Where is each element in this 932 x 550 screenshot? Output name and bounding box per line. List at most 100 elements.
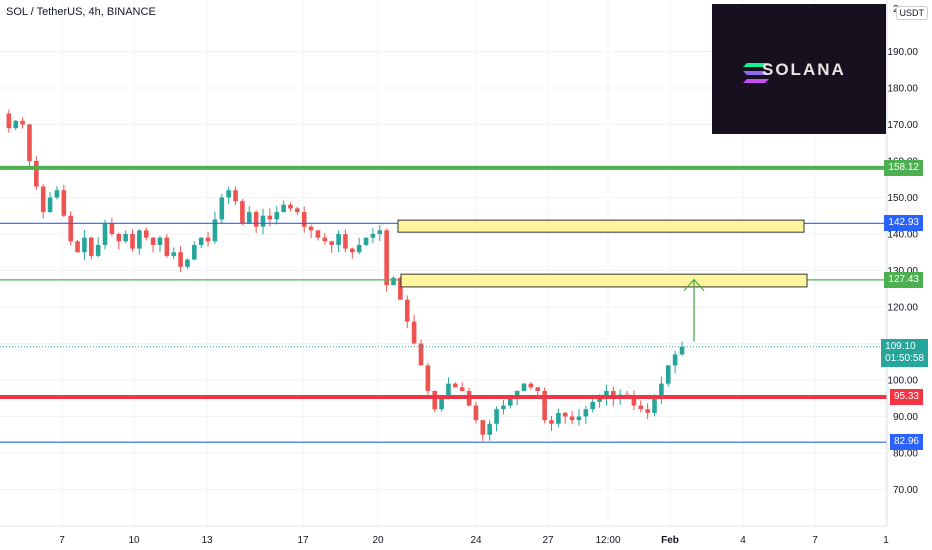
target-arrow xyxy=(683,278,705,342)
lower-blue-price-tag[interactable]: 82.96 xyxy=(889,434,923,451)
candle-body xyxy=(562,412,568,417)
candle-body xyxy=(27,124,32,161)
candle-body xyxy=(569,416,575,421)
candle-body xyxy=(391,277,396,286)
candle-body xyxy=(576,416,582,421)
current-price-tag[interactable]: 109.10 01:50:58 xyxy=(881,338,928,367)
upper-blue-price-tag[interactable]: 142.93 xyxy=(884,215,923,232)
candle-body xyxy=(659,383,664,399)
grid-lines xyxy=(0,0,887,526)
candle-body xyxy=(329,241,334,245)
price-tick-label: 180.00 xyxy=(887,84,918,95)
mid-green-price-tag[interactable]: 127.43 xyxy=(884,271,923,288)
candle-body xyxy=(432,390,438,410)
candle-body xyxy=(185,259,190,267)
time-tick-label: 13 xyxy=(201,535,213,546)
candle-body xyxy=(40,186,46,213)
candle-body xyxy=(192,244,197,260)
candle-body xyxy=(473,405,479,421)
price-tick-label: 100.00 xyxy=(887,376,918,387)
candle-body xyxy=(542,390,547,421)
time-tick-label: 4 xyxy=(740,535,746,546)
supply-zone-box[interactable] xyxy=(400,273,808,288)
candle-body xyxy=(34,161,39,187)
candle-body xyxy=(301,212,307,227)
price-tick-label: 140.00 xyxy=(887,230,918,241)
candle-body xyxy=(295,208,300,213)
supply-zones xyxy=(397,219,808,288)
candle-body xyxy=(246,212,252,224)
candle-body xyxy=(535,387,541,391)
candle-body xyxy=(411,321,417,344)
candle-body xyxy=(308,226,314,231)
candle-body xyxy=(528,383,534,388)
arrow-head[interactable] xyxy=(683,278,705,292)
candle-body xyxy=(638,405,644,410)
candle-body xyxy=(487,423,492,435)
time-tick-label: 20 xyxy=(372,535,384,546)
candle-body xyxy=(82,237,87,253)
resistance-price-tag[interactable]: 158.12 xyxy=(884,159,923,176)
candle-body xyxy=(205,237,211,242)
candle-body xyxy=(343,234,348,249)
time-tick-label: 17 xyxy=(297,535,309,546)
candle-body xyxy=(556,412,561,424)
candle-body xyxy=(61,190,67,216)
candle-body xyxy=(95,244,101,256)
candle-body xyxy=(363,237,369,245)
candle-body xyxy=(356,244,362,253)
candle-body xyxy=(672,354,678,366)
candle-body xyxy=(198,237,204,245)
candle-body xyxy=(267,215,273,220)
support-price-tag[interactable]: 95.33 xyxy=(889,389,923,406)
candle-body xyxy=(549,420,554,424)
candle-body xyxy=(370,234,376,238)
candle-body xyxy=(109,223,115,234)
candle-body xyxy=(171,252,177,256)
candle-body xyxy=(157,237,163,245)
candle-body xyxy=(679,346,685,355)
candle-body xyxy=(315,230,321,238)
price-tick-label: 80.00 xyxy=(893,449,918,460)
candle-body xyxy=(377,230,383,234)
candle-body xyxy=(281,204,286,213)
current-price-value: 109.10 xyxy=(885,340,916,352)
time-tick-label: 12:00 xyxy=(595,535,620,546)
solana-mark-icon xyxy=(743,63,769,83)
candle-body xyxy=(611,390,616,399)
currency-button[interactable]: USDT xyxy=(895,6,928,20)
candle-body xyxy=(240,201,245,224)
candle-body xyxy=(116,234,122,242)
candle-body xyxy=(398,277,403,300)
candle-body xyxy=(137,230,142,249)
candle-body xyxy=(288,204,293,209)
candle-body xyxy=(384,230,389,286)
candle-body xyxy=(13,120,19,129)
candle-body xyxy=(226,190,231,198)
time-tick-label: 27 xyxy=(542,535,554,546)
candle-body xyxy=(130,234,135,249)
candle-body xyxy=(253,212,259,227)
candle-body xyxy=(501,405,506,410)
candle-body xyxy=(150,237,156,245)
candle-body xyxy=(404,299,410,322)
candlestick-series xyxy=(6,109,685,441)
bar-countdown: 01:50:58 xyxy=(885,352,924,364)
candle-body xyxy=(652,398,657,413)
supply-zone-box[interactable] xyxy=(397,219,805,233)
candle-body xyxy=(631,398,637,406)
candle-body xyxy=(68,215,73,242)
candle-body xyxy=(260,215,266,227)
candle-body xyxy=(439,398,444,410)
candle-body xyxy=(665,365,671,384)
candle-body xyxy=(233,190,238,202)
symbol-title[interactable]: SOL / TetherUS, 4h, BINANCE xyxy=(6,6,156,18)
time-tick-label: 1 xyxy=(883,535,889,546)
price-tick-label: 70.00 xyxy=(893,485,918,496)
price-tick-label: 190.00 xyxy=(887,47,918,58)
candle-body xyxy=(418,343,424,366)
candle-body xyxy=(219,197,225,220)
solana-wordmark: SOLANA xyxy=(762,60,846,79)
candle-body xyxy=(20,120,25,125)
